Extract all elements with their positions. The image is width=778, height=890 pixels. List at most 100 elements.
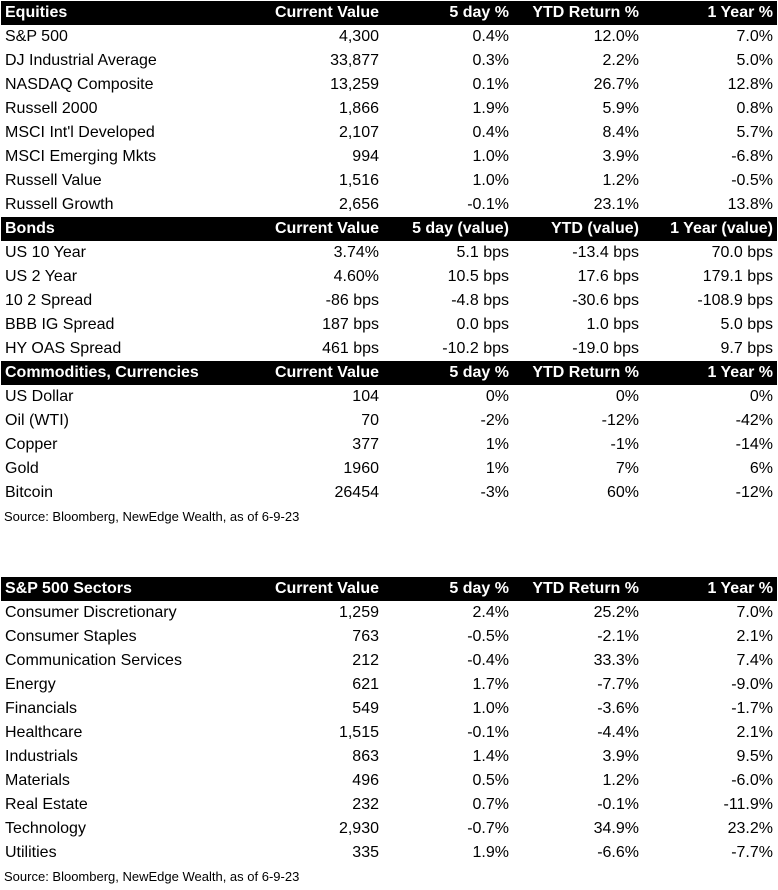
table-row: Energy 621 1.7% -7.7% -9.0% xyxy=(1,673,777,697)
cell-value: -19.0 bps xyxy=(572,340,639,357)
cell-value: 70.0 bps xyxy=(711,244,773,261)
section-spacer xyxy=(0,529,778,577)
source-note-bottom: Source: Bloomberg, NewEdge Wealth, as of… xyxy=(4,869,300,884)
cell-value: -2.1% xyxy=(597,628,639,645)
table-row: Communication Services 212 -0.4% 33.3% 7.4% xyxy=(1,649,777,673)
cell-value: 17.6 bps xyxy=(577,268,639,285)
column-header: Current Value xyxy=(263,1,383,25)
commodities-header-row: Commodities, Currencies Current Value 5 da… xyxy=(1,361,777,385)
cell-value: 5.0 bps xyxy=(720,316,773,333)
cell-value: 2,930 xyxy=(338,820,379,837)
cell-value: 7% xyxy=(615,460,639,477)
cell-value: -6.8% xyxy=(731,148,773,165)
row-label: S&P 500 xyxy=(5,28,68,45)
cell-value: 621 xyxy=(352,676,379,693)
column-header: 5 day % xyxy=(383,1,513,25)
table-row: Utilities 335 1.9% -6.6% -7.7% xyxy=(1,841,777,865)
row-label: Copper xyxy=(5,436,58,453)
cell-value: 335 xyxy=(352,844,379,861)
table-row: Materials 496 0.5% 1.2% -6.0% xyxy=(1,769,777,793)
cell-value: 1.2% xyxy=(602,772,639,789)
row-label: MSCI Int'l Developed xyxy=(5,124,155,141)
table-row: S&P 500 4,300 0.4% 12.0% 7.0% xyxy=(1,25,777,49)
row-label: Russell 2000 xyxy=(5,100,98,117)
cell-value: -4.4% xyxy=(597,724,639,741)
cell-value: 23.2% xyxy=(727,820,773,837)
table-row: US Dollar 104 0% 0% 0% xyxy=(1,385,777,409)
column-header: YTD (value) xyxy=(513,217,643,241)
cell-value: 13,259 xyxy=(330,76,379,93)
row-label: Russell Value xyxy=(5,172,102,189)
cell-value: 60% xyxy=(606,484,639,501)
cell-value: -42% xyxy=(735,412,773,429)
column-header: 1 Year % xyxy=(643,1,777,25)
cell-value: -14% xyxy=(735,436,773,453)
table-row: Russell Growth 2,656 -0.1% 23.1% 13.8% xyxy=(1,193,777,217)
cell-value: 6% xyxy=(749,460,773,477)
cell-value: 0.5% xyxy=(472,772,509,789)
cell-value: 377 xyxy=(352,436,379,453)
cell-value: 3.9% xyxy=(602,148,639,165)
row-label: NASDAQ Composite xyxy=(5,76,154,93)
cell-value: 1.0% xyxy=(472,700,509,717)
cell-value: 1.0% xyxy=(472,172,509,189)
row-label: MSCI Emerging Mkts xyxy=(5,148,157,165)
table-row: NASDAQ Composite 13,259 0.1% 26.7% 12.8% xyxy=(1,73,777,97)
column-header: Current Value xyxy=(263,217,383,241)
table-row: Bitcoin 26454 -3% 60% -12% xyxy=(1,481,777,505)
cell-value: 763 xyxy=(352,628,379,645)
column-header: 1 Year % xyxy=(643,577,777,601)
sectors-table: S&P 500 Sectors Current Value 5 day % YTD R… xyxy=(1,577,777,865)
column-header: 1 Year (value) xyxy=(643,217,777,241)
table-row: Gold 1960 1% 7% 6% xyxy=(1,457,777,481)
cell-value: -86 bps xyxy=(325,292,379,309)
bonds-header-row: Bonds Current Value 5 day (value) YTD (valu… xyxy=(1,217,777,241)
cell-value: 1,259 xyxy=(338,604,379,621)
cell-value: 863 xyxy=(352,748,379,765)
row-label: Technology xyxy=(5,820,86,837)
cell-value: 33.3% xyxy=(593,652,639,669)
table-row: MSCI Emerging Mkts 994 1.0% 3.9% -6.8% xyxy=(1,145,777,169)
cell-value: 2.4% xyxy=(472,604,509,621)
table-row: DJ Industrial Average 33,877 0.3% 2.2% 5.0% xyxy=(1,49,777,73)
cell-value: -7.7% xyxy=(731,844,773,861)
cell-value: 212 xyxy=(352,652,379,669)
column-header: 1 Year % xyxy=(643,361,777,385)
column-header: Current Value xyxy=(263,361,383,385)
cell-value: -6.0% xyxy=(731,772,773,789)
section-title: S&P 500 Sectors xyxy=(1,577,263,601)
cell-value: -0.1% xyxy=(467,196,509,213)
table-row: Russell 2000 1,866 1.9% 5.9% 0.8% xyxy=(1,97,777,121)
cell-value: 0% xyxy=(749,388,773,405)
table-row: Technology 2,930 -0.7% 34.9% 23.2% xyxy=(1,817,777,841)
cell-value: -0.1% xyxy=(597,796,639,813)
cell-value: 3.9% xyxy=(602,748,639,765)
cell-value: 0.3% xyxy=(472,52,509,69)
column-header: 5 day % xyxy=(383,361,513,385)
table-row: 10 2 Spread -86 bps -4.8 bps -30.6 bps -108.… xyxy=(1,289,777,313)
table-row: Oil (WTI) 70 -2% -12% -42% xyxy=(1,409,777,433)
cell-value: 2.1% xyxy=(736,724,773,741)
table-row: Healthcare 1,515 -0.1% -4.4% 2.1% xyxy=(1,721,777,745)
cell-value: 8.4% xyxy=(602,124,639,141)
cell-value: -108.9 bps xyxy=(697,292,773,309)
cell-value: 9.7 bps xyxy=(720,340,773,357)
cell-value: 33,877 xyxy=(330,52,379,69)
row-label: Healthcare xyxy=(5,724,83,741)
cell-value: -30.6 bps xyxy=(572,292,639,309)
column-header: YTD Return % xyxy=(513,361,643,385)
row-label: Bitcoin xyxy=(5,484,54,501)
section-title: Bonds xyxy=(1,217,263,241)
table-row: BBB IG Spread 187 bps 0.0 bps 1.0 bps 5.0 bp… xyxy=(1,313,777,337)
column-header: 5 day % xyxy=(383,577,513,601)
cell-value: -4.8 bps xyxy=(451,292,509,309)
cell-value: 1% xyxy=(485,460,509,477)
row-label: Materials xyxy=(5,772,70,789)
cell-value: -0.5% xyxy=(467,628,509,645)
cell-value: -6.6% xyxy=(597,844,639,861)
row-label: US 10 Year xyxy=(5,244,86,261)
row-label: HY OAS Spread xyxy=(5,340,122,357)
row-label: Utilities xyxy=(5,844,57,861)
row-label: 10 2 Spread xyxy=(5,292,93,309)
cell-value: -12% xyxy=(735,484,773,501)
